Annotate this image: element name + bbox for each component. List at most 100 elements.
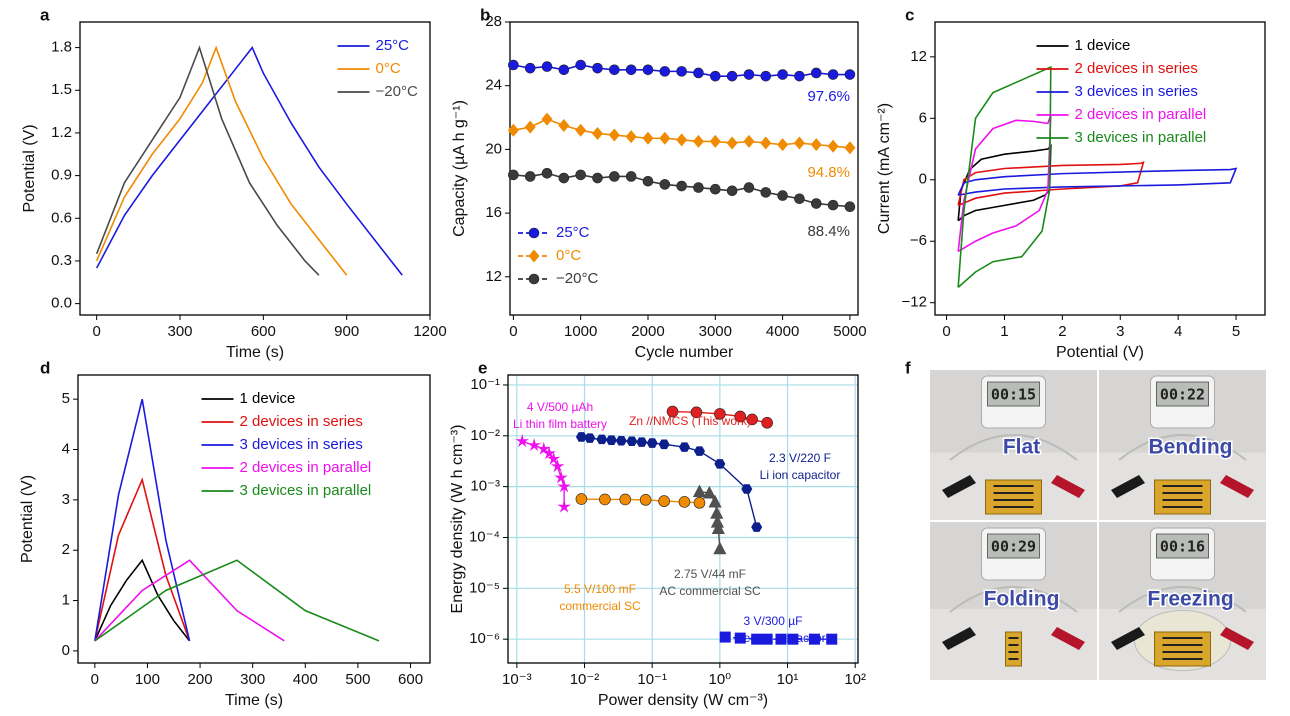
marker	[676, 133, 688, 147]
series-label: commercial SC	[559, 599, 641, 613]
legend-label: 2 devices in parallel	[1075, 106, 1207, 123]
legend-label: 3 devices in series	[240, 436, 363, 453]
marker	[678, 442, 690, 452]
marker	[746, 413, 758, 426]
marker	[743, 69, 755, 80]
marker	[777, 138, 789, 152]
panel-letter: a	[40, 5, 50, 24]
annotation: 88.4%	[807, 223, 850, 240]
marker	[592, 126, 604, 140]
y-tick-label: 1	[62, 592, 70, 609]
y-tick-label: 10⁻¹	[470, 376, 500, 393]
marker	[558, 172, 570, 184]
marker	[794, 193, 805, 205]
marker	[592, 62, 603, 74]
y-tick-label: 12	[485, 268, 502, 285]
marker	[714, 459, 726, 469]
marker	[844, 201, 856, 213]
marker	[760, 136, 772, 150]
marker	[714, 408, 726, 420]
series-line	[957, 143, 1052, 222]
marker	[711, 521, 725, 535]
x-tick-label: 2000	[631, 323, 664, 340]
photo: 00:22 Bending	[1099, 370, 1266, 520]
marker	[541, 61, 553, 72]
y-tick-label: 0	[62, 642, 70, 659]
annotation: 97.6%	[807, 88, 850, 105]
marker	[546, 451, 561, 465]
series-line	[95, 46, 403, 276]
marker	[719, 631, 731, 643]
x-tick-label: 4000	[766, 323, 799, 340]
x-tick-label: 900	[334, 323, 359, 340]
x-tick-label: 100	[135, 671, 160, 688]
clip-black	[942, 475, 976, 498]
marker	[692, 484, 707, 498]
y-tick-label: 3	[62, 491, 70, 508]
marker	[710, 506, 724, 519]
marker	[625, 130, 637, 144]
y-tick-label: 12	[910, 48, 927, 65]
marker	[599, 493, 611, 506]
marker	[609, 64, 620, 76]
x-tick-label: 10⁻³	[502, 671, 532, 688]
x-tick-label: 10⁻¹	[637, 671, 667, 688]
y-axis-label: Current (mA cm⁻²)	[876, 103, 893, 234]
y-tick-label: 6	[919, 109, 927, 126]
panel-letter: f	[905, 358, 911, 377]
marker	[642, 131, 654, 145]
x-tick-label: 300	[167, 323, 192, 340]
marker	[542, 446, 556, 460]
marker	[658, 495, 670, 507]
marker	[626, 436, 638, 447]
y-axis-label: Potential (V)	[21, 124, 38, 212]
marker	[639, 494, 652, 506]
legend-label: 2 devices in series	[1075, 60, 1198, 77]
marker	[575, 169, 586, 181]
marker	[693, 497, 706, 509]
series-label: Li ion capacitor	[760, 468, 841, 482]
wire	[949, 434, 1078, 461]
series-label: Li thin film battery	[513, 417, 607, 431]
y-tick-label: 0.9	[51, 167, 72, 184]
timer-text: 00:16	[1160, 538, 1205, 556]
marker	[751, 633, 763, 645]
wire	[949, 586, 1078, 613]
clip-black	[1111, 627, 1145, 650]
marker	[659, 179, 671, 190]
plot-frame	[509, 21, 859, 316]
y-tick-label: 10⁻²	[470, 427, 500, 444]
series-line	[957, 167, 1238, 196]
marker	[575, 432, 587, 442]
marker	[709, 183, 721, 195]
marker	[693, 67, 704, 79]
marker	[646, 438, 658, 448]
y-axis-label: Energy density (W h cm⁻³)	[449, 425, 466, 614]
y-axis-label: Capacity (µA h g⁻¹)	[451, 100, 468, 237]
x-tick-label: 4	[1174, 323, 1182, 340]
marker	[676, 66, 687, 77]
x-tick-label: 0	[92, 323, 100, 340]
marker	[584, 433, 596, 443]
marker	[713, 541, 727, 555]
marker	[575, 493, 588, 505]
legend-marker	[528, 273, 540, 285]
x-tick-label: 10⁻²	[570, 671, 600, 688]
y-tick-label: 10⁻⁵	[469, 579, 500, 596]
marker	[693, 182, 704, 193]
legend-label: 1 device	[240, 390, 296, 407]
clip-red	[1051, 627, 1085, 650]
legend-label: 0°C	[376, 60, 401, 77]
y-tick-label: 0.0	[51, 295, 72, 312]
x-tick-label: 600	[251, 323, 276, 340]
y-tick-label: 10⁻³	[470, 478, 500, 495]
marker	[844, 69, 856, 80]
marker	[810, 198, 822, 209]
series-label: 4 V/500 µAh	[527, 400, 593, 414]
panel-letter: e	[478, 358, 487, 377]
x-tick-label: 10²	[844, 671, 866, 688]
marker	[702, 485, 716, 499]
marker	[541, 167, 553, 179]
marker	[554, 470, 568, 484]
